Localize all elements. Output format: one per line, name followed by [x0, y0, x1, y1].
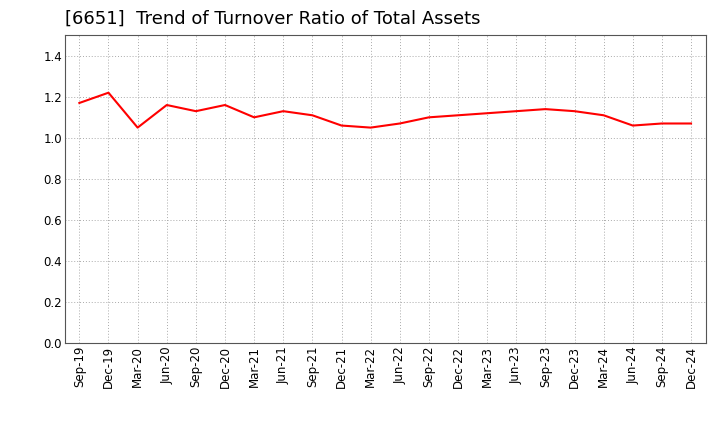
Text: [6651]  Trend of Turnover Ratio of Total Assets: [6651] Trend of Turnover Ratio of Total …: [65, 10, 480, 28]
